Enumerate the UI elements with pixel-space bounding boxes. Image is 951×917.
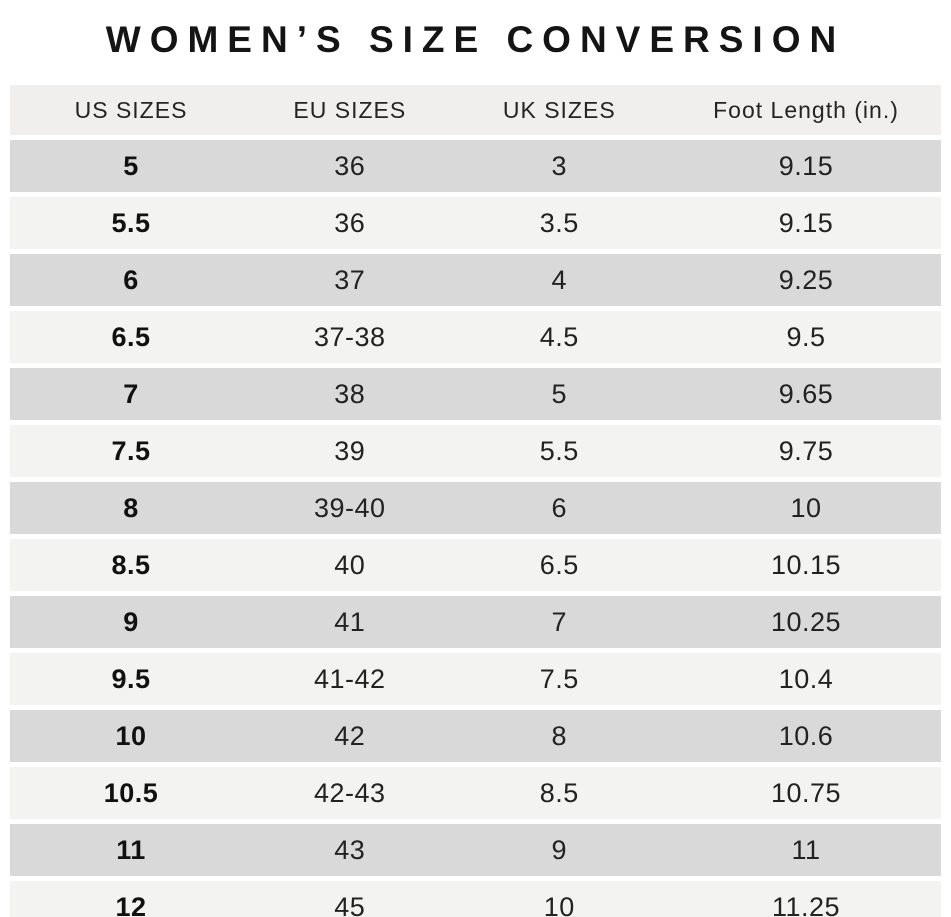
us-size-cell: 5.5: [10, 197, 253, 249]
table-row: 5 36 3 9.15: [10, 140, 941, 192]
foot-length-cell: 9.75: [670, 425, 941, 477]
us-size-cell: 8.5: [10, 539, 253, 591]
eu-size-cell: 42: [252, 710, 448, 762]
eu-size-cell: 43: [252, 824, 448, 876]
us-size-cell: 11: [10, 824, 253, 876]
table-body: 5 36 3 9.15 5.5 36 3.5 9.15 6 37 4 9.25: [10, 140, 941, 917]
table-row: 7.5 39 5.5 9.75: [10, 425, 941, 477]
uk-size-cell: 8.5: [447, 767, 671, 819]
foot-length-cell: 10.4: [670, 653, 941, 705]
us-size-cell: 7.5: [10, 425, 253, 477]
col-header-foot-length: Foot Length (in.): [670, 85, 941, 135]
eu-size-cell: 37: [252, 254, 448, 306]
uk-size-cell: 3.5: [447, 197, 671, 249]
table-row: 9.5 41-42 7.5 10.4: [10, 653, 941, 705]
size-conversion-table: US SIZES EU SIZES UK SIZES Foot Length (…: [10, 80, 941, 917]
us-size-cell: 6.5: [10, 311, 253, 363]
table-row: 8.5 40 6.5 10.15: [10, 539, 941, 591]
foot-length-cell: 10: [670, 482, 941, 534]
uk-size-cell: 7.5: [447, 653, 671, 705]
us-size-cell: 9: [10, 596, 253, 648]
table-row: 10 42 8 10.6: [10, 710, 941, 762]
table-row: 10.5 42-43 8.5 10.75: [10, 767, 941, 819]
foot-length-cell: 9.15: [670, 140, 941, 192]
uk-size-cell: 9: [447, 824, 671, 876]
table-row: 11 43 9 11: [10, 824, 941, 876]
foot-length-cell: 11.25: [670, 881, 941, 917]
table-row: 6.5 37-38 4.5 9.5: [10, 311, 941, 363]
col-header-uk-sizes: UK SIZES: [447, 85, 671, 135]
eu-size-cell: 39-40: [252, 482, 448, 534]
us-size-cell: 10.5: [10, 767, 253, 819]
us-size-cell: 8: [10, 482, 253, 534]
uk-size-cell: 10: [447, 881, 671, 917]
uk-size-cell: 6.5: [447, 539, 671, 591]
uk-size-cell: 7: [447, 596, 671, 648]
eu-size-cell: 36: [252, 140, 448, 192]
eu-size-cell: 39: [252, 425, 448, 477]
uk-size-cell: 4.5: [447, 311, 671, 363]
eu-size-cell: 45: [252, 881, 448, 917]
uk-size-cell: 5: [447, 368, 671, 420]
eu-size-cell: 36: [252, 197, 448, 249]
table-row: 7 38 5 9.65: [10, 368, 941, 420]
foot-length-cell: 10.75: [670, 767, 941, 819]
eu-size-cell: 38: [252, 368, 448, 420]
us-size-cell: 10: [10, 710, 253, 762]
foot-length-cell: 11: [670, 824, 941, 876]
col-header-us-sizes: US SIZES: [10, 85, 253, 135]
table-row: 12 45 10 11.25: [10, 881, 941, 917]
header-row: US SIZES EU SIZES UK SIZES Foot Length (…: [10, 85, 941, 135]
uk-size-cell: 3: [447, 140, 671, 192]
foot-length-cell: 10.25: [670, 596, 941, 648]
foot-length-cell: 10.6: [670, 710, 941, 762]
eu-size-cell: 41: [252, 596, 448, 648]
eu-size-cell: 42-43: [252, 767, 448, 819]
table-row: 8 39-40 6 10: [10, 482, 941, 534]
uk-size-cell: 6: [447, 482, 671, 534]
us-size-cell: 5: [10, 140, 253, 192]
page-title: WOMEN’S SIZE CONVERSION: [105, 19, 846, 60]
foot-length-cell: 9.15: [670, 197, 941, 249]
foot-length-cell: 9.65: [670, 368, 941, 420]
us-size-cell: 9.5: [10, 653, 253, 705]
col-header-eu-sizes: EU SIZES: [252, 85, 448, 135]
foot-length-cell: 9.5: [670, 311, 941, 363]
eu-size-cell: 40: [252, 539, 448, 591]
conversion-table-container: US SIZES EU SIZES UK SIZES Foot Length (…: [10, 80, 941, 917]
eu-size-cell: 41-42: [252, 653, 448, 705]
eu-size-cell: 37-38: [252, 311, 448, 363]
us-size-cell: 12: [10, 881, 253, 917]
uk-size-cell: 4: [447, 254, 671, 306]
table-row: 6 37 4 9.25: [10, 254, 941, 306]
us-size-cell: 7: [10, 368, 253, 420]
us-size-cell: 6: [10, 254, 253, 306]
uk-size-cell: 8: [447, 710, 671, 762]
foot-length-cell: 10.15: [670, 539, 941, 591]
table-header: US SIZES EU SIZES UK SIZES Foot Length (…: [10, 85, 941, 135]
table-row: 5.5 36 3.5 9.15: [10, 197, 941, 249]
foot-length-cell: 9.25: [670, 254, 941, 306]
table-row: 9 41 7 10.25: [10, 596, 941, 648]
uk-size-cell: 5.5: [447, 425, 671, 477]
